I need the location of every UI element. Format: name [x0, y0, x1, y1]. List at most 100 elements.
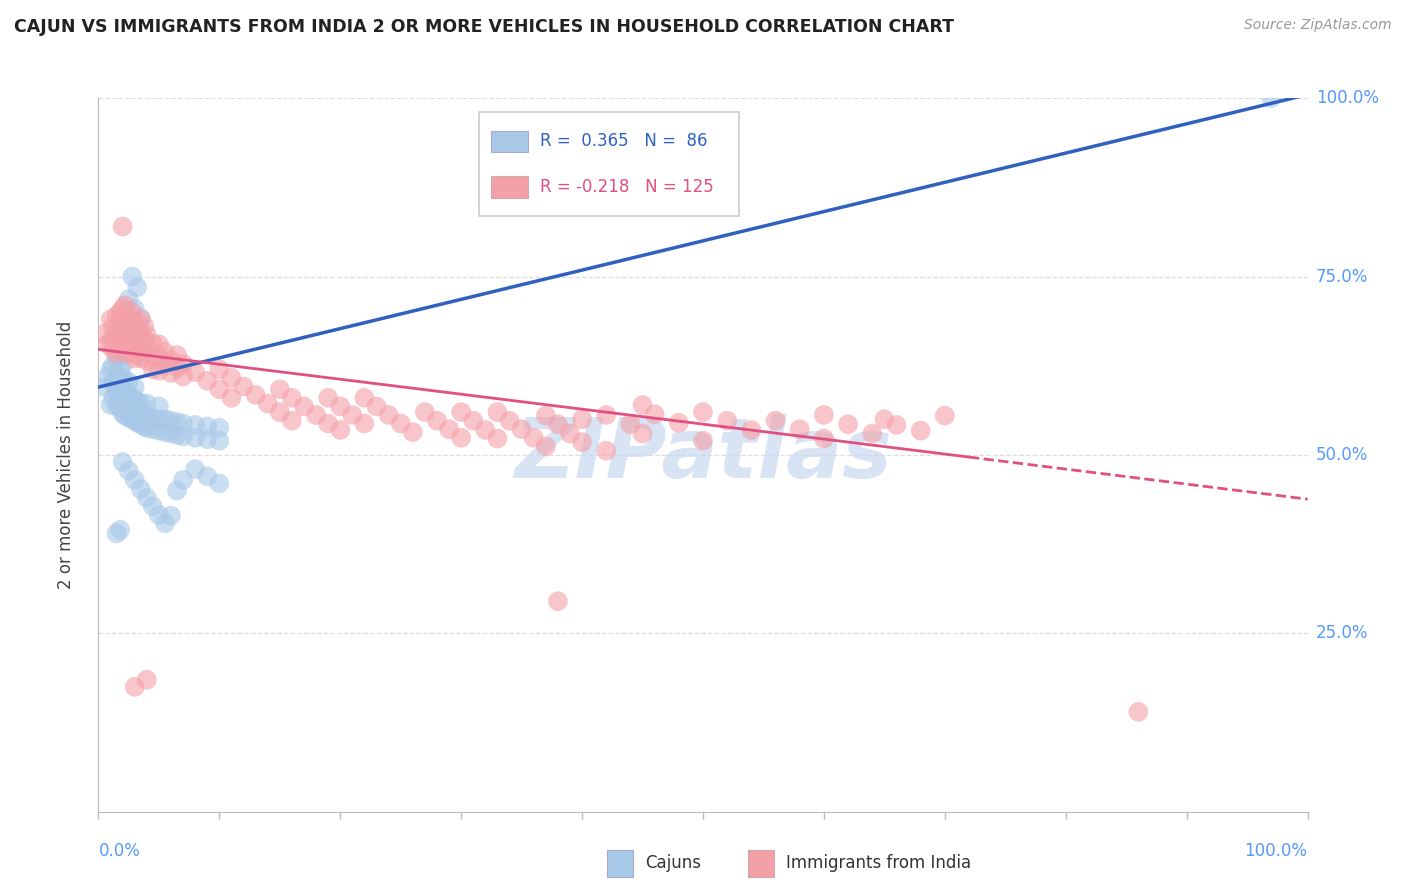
Point	[523, 431, 546, 445]
Point	[105, 384, 128, 398]
Point	[221, 391, 243, 405]
Point	[135, 673, 157, 687]
Point	[631, 398, 654, 412]
Text: 100.0%: 100.0%	[1244, 842, 1308, 860]
Point	[124, 314, 146, 328]
Point	[873, 412, 896, 426]
Point	[114, 337, 136, 351]
Point	[118, 334, 141, 348]
Point	[172, 417, 194, 431]
Point	[121, 269, 143, 284]
Point	[105, 398, 128, 412]
Point	[127, 405, 149, 419]
Point	[124, 326, 146, 341]
Point	[127, 335, 149, 350]
Point	[208, 382, 231, 396]
Point	[93, 380, 115, 394]
Point	[111, 396, 134, 410]
Point	[108, 329, 131, 343]
Text: Cajuns: Cajuns	[645, 855, 702, 872]
Point	[142, 336, 165, 351]
Point	[124, 473, 146, 487]
Point	[837, 417, 859, 432]
Point	[129, 338, 152, 352]
Point	[108, 523, 131, 537]
Text: R =  0.365   N =  86: R = 0.365 N = 86	[540, 132, 707, 151]
Point	[153, 425, 176, 439]
Point	[100, 362, 122, 376]
Point	[135, 421, 157, 435]
Point	[101, 343, 124, 357]
Point	[269, 405, 291, 419]
Point	[366, 400, 388, 414]
Point	[172, 473, 194, 487]
Point	[860, 426, 883, 441]
Point	[111, 407, 134, 421]
Point	[142, 500, 165, 514]
Point	[108, 362, 131, 376]
Point	[111, 371, 134, 385]
Point	[124, 301, 146, 316]
Point	[498, 414, 520, 428]
Point	[195, 432, 218, 446]
Point	[184, 431, 207, 445]
Text: 100.0%: 100.0%	[1316, 89, 1379, 107]
Point	[571, 412, 593, 426]
Point	[105, 321, 128, 335]
Point	[121, 391, 143, 405]
Point	[114, 325, 136, 339]
Point	[148, 364, 170, 378]
Bar	[492, 177, 527, 198]
Point	[108, 391, 131, 405]
Point	[114, 373, 136, 387]
Point	[377, 408, 399, 422]
Point	[789, 422, 811, 436]
Point	[114, 398, 136, 412]
Point	[631, 426, 654, 441]
Point	[153, 345, 176, 359]
Point	[437, 422, 460, 436]
Point	[160, 426, 183, 441]
Point	[463, 414, 485, 428]
Point	[450, 405, 472, 419]
Point	[486, 432, 509, 446]
Point	[595, 408, 617, 422]
Point	[97, 369, 120, 384]
Text: CAJUN VS IMMIGRANTS FROM INDIA 2 OR MORE VEHICLES IN HOUSEHOLD CORRELATION CHART: CAJUN VS IMMIGRANTS FROM INDIA 2 OR MORE…	[14, 18, 955, 36]
Point	[111, 339, 134, 353]
Point	[100, 398, 122, 412]
Point	[281, 414, 304, 428]
Point	[1128, 705, 1150, 719]
Text: 75.0%: 75.0%	[1316, 268, 1368, 285]
Point	[108, 401, 131, 416]
Point	[474, 423, 496, 437]
Point	[135, 341, 157, 355]
Point	[486, 405, 509, 419]
Point	[124, 339, 146, 353]
Point	[668, 416, 690, 430]
Point	[534, 409, 557, 423]
Text: Source: ZipAtlas.com: Source: ZipAtlas.com	[1244, 18, 1392, 32]
Bar	[492, 130, 527, 152]
Point	[692, 405, 714, 419]
Point	[134, 332, 156, 346]
Point	[114, 310, 136, 325]
Point	[111, 359, 134, 373]
Point	[208, 476, 231, 491]
Point	[129, 351, 152, 365]
Point	[135, 328, 157, 343]
Text: R = -0.218   N = 125: R = -0.218 N = 125	[540, 178, 713, 196]
Text: 50.0%: 50.0%	[1316, 446, 1368, 464]
Point	[256, 396, 278, 410]
Point	[316, 417, 339, 431]
Text: ZIPatlas: ZIPatlas	[515, 415, 891, 495]
Point	[208, 434, 231, 448]
Point	[124, 680, 146, 694]
Point	[118, 375, 141, 389]
Point	[166, 415, 188, 429]
Point	[389, 417, 412, 431]
Point	[148, 424, 170, 438]
Point	[547, 594, 569, 608]
Point	[93, 326, 115, 341]
Point	[118, 400, 141, 414]
